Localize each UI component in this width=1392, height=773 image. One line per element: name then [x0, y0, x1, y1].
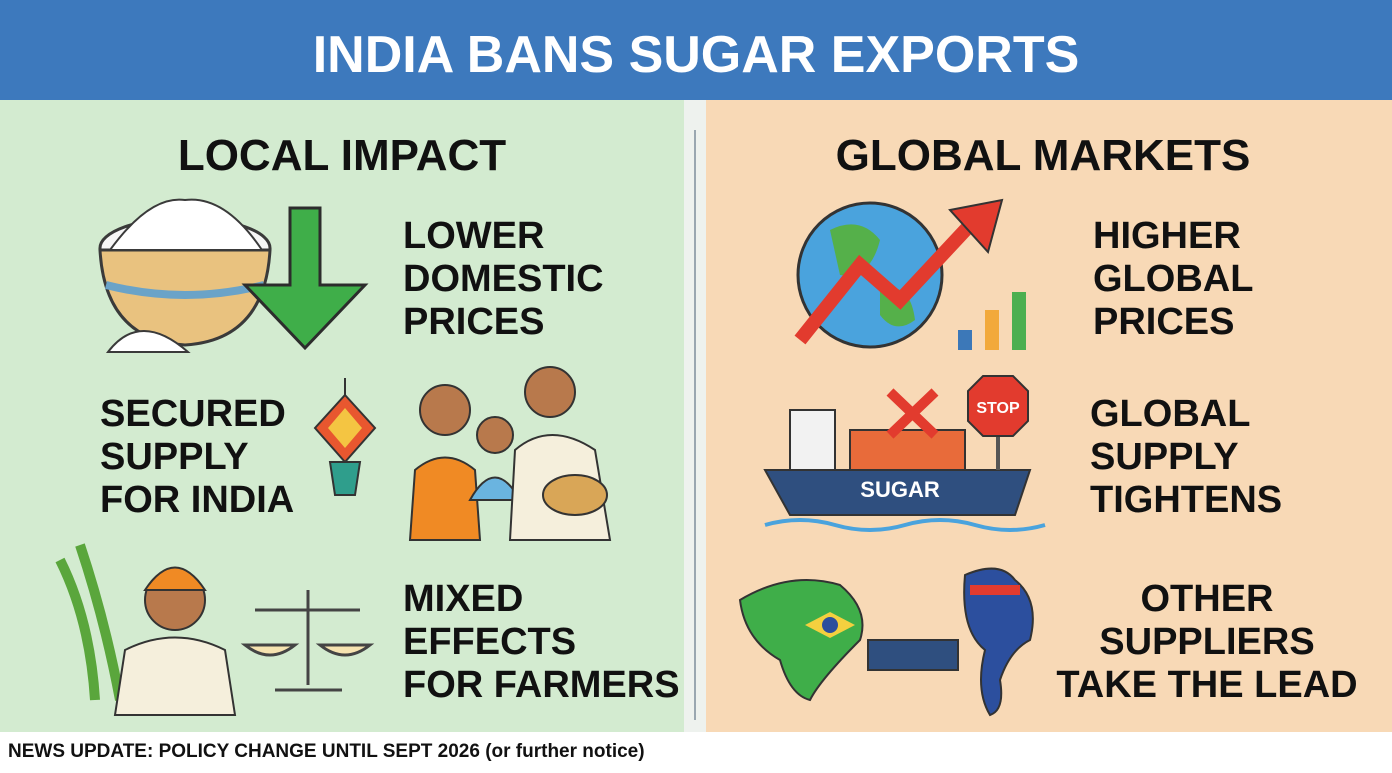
- cargo-ship: SUGAR STOP: [763, 375, 1046, 532]
- farmer: [55, 543, 237, 716]
- item-text: MIXED: [403, 578, 523, 620]
- item-text: FOR FARMERS: [403, 664, 680, 706]
- item-text: PRICES: [1093, 301, 1234, 343]
- down-arrow: [241, 206, 369, 351]
- item-text: SUPPLY: [1090, 436, 1239, 478]
- item-text: GLOBAL: [1090, 393, 1250, 435]
- panel-heading: LOCAL IMPACT: [178, 131, 506, 180]
- sugar-bowl: [98, 198, 272, 353]
- header-band: [0, 0, 1392, 100]
- item-text: PRICES: [403, 301, 544, 343]
- item-text: HIGHER: [1093, 215, 1241, 257]
- stop-sign-text: STOP: [976, 400, 1020, 417]
- title: INDIA BANS SUGAR EXPORTS: [313, 26, 1080, 84]
- ship-label: SUGAR: [860, 477, 940, 502]
- item-text: TIGHTENS: [1090, 479, 1282, 521]
- item-text: DOMESTIC: [403, 258, 604, 300]
- family: [408, 366, 612, 541]
- item-text: EFFECTS: [403, 621, 576, 663]
- item-text: SUPPLIERS: [1099, 621, 1314, 663]
- footer-text: NEWS UPDATE: POLICY CHANGE UNTIL SEPT 20…: [8, 741, 645, 762]
- item-text: SUPPLY: [100, 436, 249, 478]
- globe-rising: [794, 198, 1026, 350]
- panel-heading: GLOBAL MARKETS: [836, 131, 1251, 180]
- item-text: TAKE THE LEAD: [1056, 664, 1357, 706]
- item-text: GLOBAL: [1093, 258, 1253, 300]
- scale: [240, 590, 375, 692]
- item-text: OTHER: [1141, 578, 1274, 620]
- item-text: LOWER: [403, 215, 544, 257]
- footer-band: [0, 732, 1392, 768]
- maps: [738, 567, 1034, 717]
- lantern: [313, 378, 377, 496]
- item-text: FOR INDIA: [100, 479, 294, 521]
- item-text: SECURED: [100, 393, 286, 435]
